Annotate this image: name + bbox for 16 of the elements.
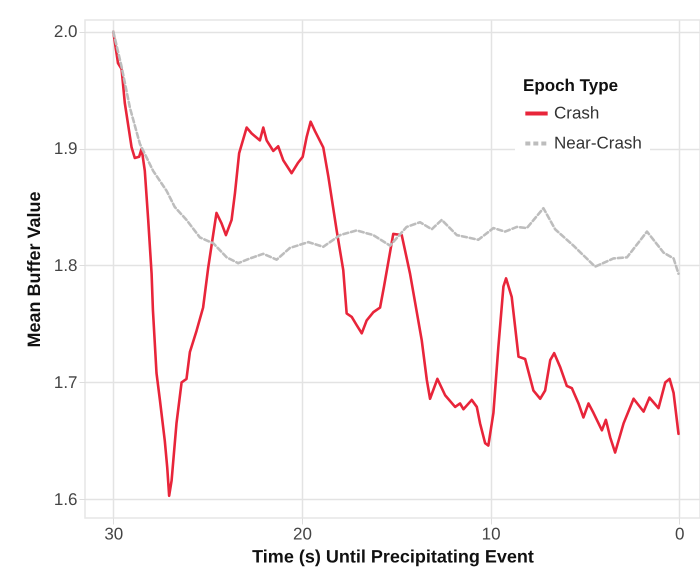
y-tick-label: 1.7: [54, 372, 78, 392]
x-tick-label: 10: [482, 524, 501, 544]
y-tick-label: 1.8: [54, 256, 78, 275]
legend-title: Epoch Type: [523, 76, 618, 95]
y-tick-label: 1.6: [54, 490, 78, 509]
x-tick-label: 20: [292, 524, 312, 544]
y-tick-label: 1.9: [54, 139, 78, 158]
y-tick-label: 2.0: [54, 22, 78, 42]
legend-label: Crash: [554, 104, 600, 122]
legend-label: Near-Crash: [554, 134, 642, 152]
y-axis-title: Mean Buffer Value: [24, 191, 44, 348]
x-tick-label: 0: [675, 524, 684, 544]
x-axis-title: Time (s) Until Precipitating Event: [252, 546, 534, 566]
x-tick-label: 30: [104, 524, 124, 544]
line-series: [112, 30, 680, 275]
line-series: [112, 30, 680, 498]
